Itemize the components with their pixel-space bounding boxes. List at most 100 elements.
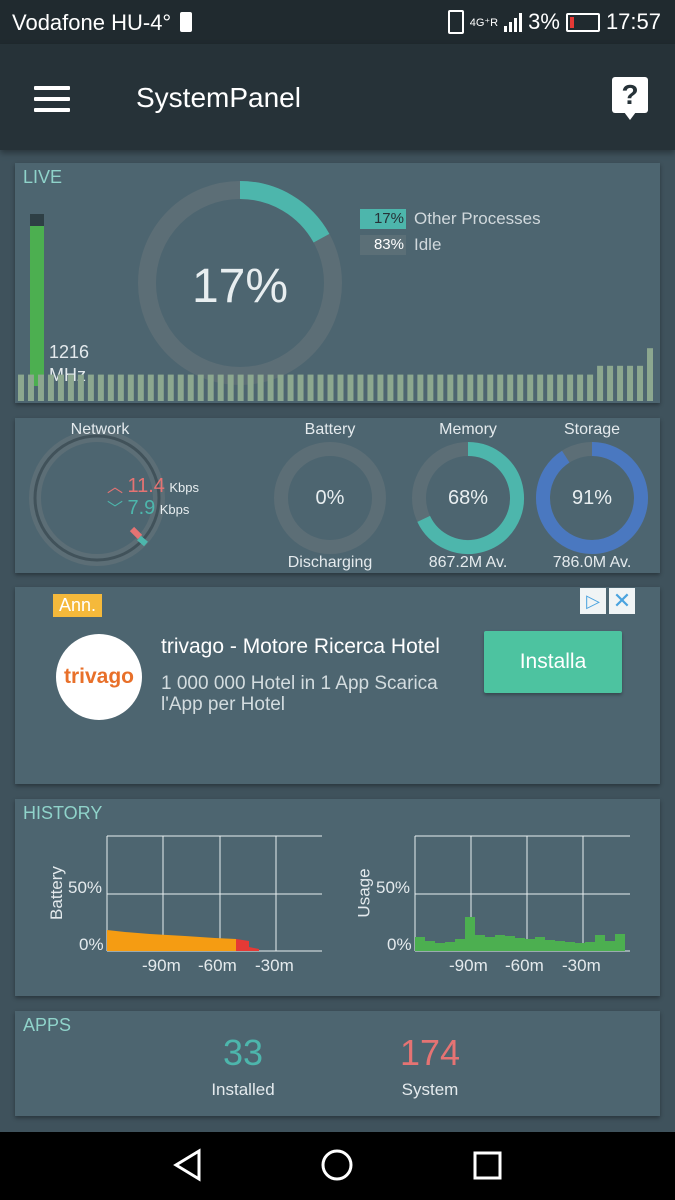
live-card[interactable]: LIVE 1216 MHz 17% 17% Other Processes 83… xyxy=(15,163,660,403)
cpu-history-bar xyxy=(587,374,594,401)
usage-history-bar xyxy=(495,935,505,951)
cpu-history-bar xyxy=(287,374,294,401)
adchoices-icon[interactable]: ▷ xyxy=(580,588,606,614)
cpu-history-bar xyxy=(37,374,44,401)
cpu-history-bar xyxy=(647,348,653,401)
storage-value: 91% xyxy=(571,487,613,509)
download-rate: 7.9 xyxy=(127,497,156,519)
cpu-history-bar xyxy=(337,374,344,401)
cpu-percent: 17% xyxy=(191,260,289,313)
battery-xtick-60: -60m xyxy=(198,956,237,975)
usage-history-bar xyxy=(515,938,525,951)
cpu-history-bar xyxy=(457,374,464,401)
cpu-usage-arc xyxy=(239,181,330,243)
battery-icon xyxy=(565,12,600,32)
usage-history-bar xyxy=(595,935,605,951)
cpu-history-bar xyxy=(267,374,274,401)
cpu-frequency-value: 1216 xyxy=(49,342,90,362)
battery-value: 0% xyxy=(315,487,345,509)
clock: 17:57 xyxy=(605,9,661,34)
cpu-history-bar xyxy=(417,374,424,401)
network-type: 4G⁺R xyxy=(469,16,499,29)
cpu-history-bar xyxy=(237,374,244,401)
cpu-history-bar xyxy=(397,374,404,401)
cpu-history-bar xyxy=(107,374,114,401)
cpu-history-bar xyxy=(57,374,64,401)
sim-icon xyxy=(180,12,192,32)
network-gauge xyxy=(29,430,165,566)
trivago-logo-text: trivago xyxy=(63,665,134,688)
cpu-history-bar xyxy=(367,374,374,401)
battery-history-tail xyxy=(249,947,259,951)
back-icon[interactable] xyxy=(173,1148,201,1182)
usage-history-bar xyxy=(575,943,585,951)
cpu-frequency-fill xyxy=(30,226,44,386)
battery-xtick-30: -30m xyxy=(255,956,294,975)
upload-arrow-icon: ︿ xyxy=(107,479,124,496)
cpu-history-bar xyxy=(577,374,584,401)
usage-history-bar xyxy=(555,941,565,951)
cpu-history-bar xyxy=(67,374,74,401)
installed-label: Installed xyxy=(211,1080,275,1099)
apps-card[interactable]: APPS 33 Installed 174 System xyxy=(15,1011,660,1116)
signal-icon xyxy=(504,12,523,32)
system-count: 174 xyxy=(399,1032,461,1073)
cpu-history-bar xyxy=(547,374,554,401)
ad-description-line2: l'App per Hotel xyxy=(161,694,286,715)
ad-title[interactable]: trivago - Motore Ricerca Hotel xyxy=(161,635,440,658)
battery-ring-track xyxy=(274,442,386,554)
cpu-history-bar xyxy=(537,374,544,401)
storage-ring-fill xyxy=(536,442,648,554)
system-apps[interactable]: 174 System xyxy=(370,1032,490,1100)
recents-icon[interactable] xyxy=(473,1151,502,1180)
usage-xtick-30: -30m xyxy=(562,956,601,975)
apps-label: APPS xyxy=(23,1015,72,1035)
history-card[interactable]: HISTORY Battery 50% 0% -90m -60m -30m xyxy=(15,799,660,996)
ad-description-line1: 1 000 000 Hotel in 1 App Scarica xyxy=(161,673,438,694)
app-title: SystemPanel xyxy=(136,82,301,113)
usage-history-bar xyxy=(435,943,445,951)
stats-card[interactable]: Network ︿ 11.4 Kbps ﹀ 7.9 Kbps Battery 0… xyxy=(15,418,660,573)
battery-history-chart xyxy=(106,835,322,952)
cpu-history-bar xyxy=(527,374,534,401)
cpu-history-bar xyxy=(197,374,204,401)
cpu-legend-idle: 83% Idle xyxy=(360,235,441,255)
cpu-history-bar xyxy=(137,374,144,401)
usage-history-bar xyxy=(455,939,465,951)
network-upload: ︿ 11.4 Kbps xyxy=(107,473,199,498)
cpu-history-bar xyxy=(18,374,24,401)
carrier-name: Vodafone HU-4° xyxy=(12,10,172,35)
usage-ytick-0: 0% xyxy=(387,935,412,954)
cpu-history-bar xyxy=(187,374,194,401)
battery-axis-label: Battery xyxy=(47,866,66,920)
legend-label-other: Other Processes xyxy=(414,209,541,228)
cpu-history-bar xyxy=(597,365,604,401)
cpu-history-bar xyxy=(357,374,364,401)
cpu-history-bar xyxy=(377,374,384,401)
cpu-history-bar xyxy=(437,374,444,401)
install-button[interactable]: Installa xyxy=(484,631,622,693)
status-bar: Vodafone HU-4° 4G⁺R 3% 17:57 xyxy=(0,0,675,44)
download-arrow-icon: ﹀ xyxy=(107,501,124,518)
cpu-history-bar xyxy=(27,374,34,401)
help-icon[interactable]: ? xyxy=(612,77,648,120)
cpu-frequency-bar xyxy=(30,214,44,386)
usage-history-bars xyxy=(415,917,625,951)
cpu-history-bar xyxy=(617,365,624,401)
cpu-history-bar xyxy=(447,374,454,401)
installed-apps[interactable]: 33 Installed xyxy=(183,1032,303,1100)
cpu-history-bar xyxy=(567,374,574,401)
cpu-history-bar xyxy=(157,374,164,401)
close-icon[interactable]: ✕ xyxy=(609,588,635,614)
memory-value: 68% xyxy=(447,487,489,509)
cpu-history-bar xyxy=(97,374,104,401)
usage-history-bar xyxy=(535,937,545,951)
usage-history-bar xyxy=(525,939,535,951)
cpu-history-bar xyxy=(277,374,284,401)
hamburger-menu-icon[interactable] xyxy=(34,86,70,112)
memory-ring-fill xyxy=(417,442,524,554)
ad-card[interactable]: Ann. ▷ ✕ trivago trivago - Motore Ricerc… xyxy=(15,587,660,784)
cpu-history-bar xyxy=(477,374,484,401)
home-icon[interactable] xyxy=(321,1149,353,1181)
cpu-history-bar xyxy=(497,374,504,401)
